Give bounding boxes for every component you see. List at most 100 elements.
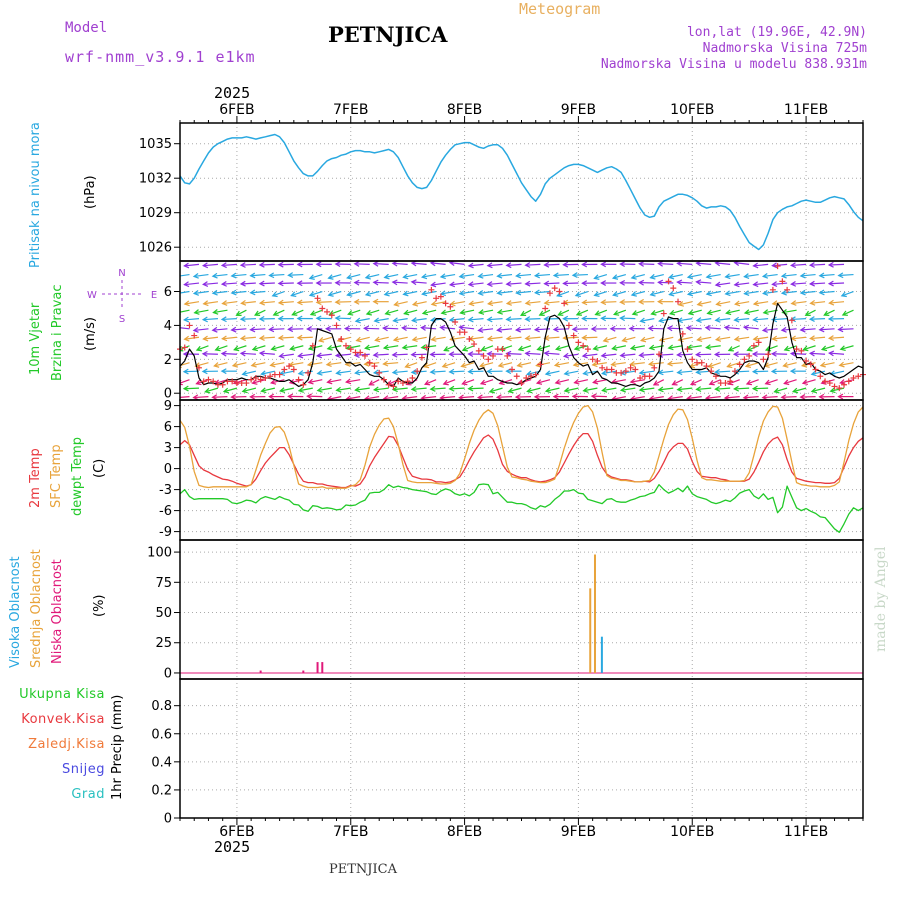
wind-arrow-7-116 — [724, 326, 740, 330]
wind-arrow-3-20 — [272, 290, 285, 297]
wind-gust-point-65 — [485, 356, 492, 363]
wind-arrow-2-128 — [772, 282, 788, 286]
wind-arrow-14-128 — [774, 387, 788, 393]
precip-freezing-label: Zaledj.Kisa — [28, 737, 105, 752]
wind-arrow-head-14-104 — [657, 386, 664, 393]
wind-arrow-2-72 — [506, 282, 522, 285]
wind-arrow-head-5-32 — [328, 310, 335, 316]
wind-gust-point-39 — [361, 352, 368, 359]
wind-arrow-2-136 — [810, 282, 826, 285]
wind-gust-point-38 — [357, 349, 364, 356]
wind-arrow-5-24 — [292, 309, 304, 316]
wind-arrow-head-12-72 — [505, 368, 512, 375]
wind-arrow-3-88 — [594, 290, 608, 296]
wind-arrow-9-92 — [612, 345, 626, 350]
wind-arrow-5-108 — [688, 309, 702, 315]
wind-arrow-head-7-128 — [780, 326, 787, 333]
wind-arrow-head-2-80 — [543, 280, 550, 287]
wind-gust-point-103 — [665, 278, 672, 285]
wind-arrow-14-72 — [508, 387, 522, 393]
wind-arrow-head-10-116 — [713, 351, 720, 358]
wind-arrow-head-8-116 — [714, 336, 722, 342]
wind-arrow-head-3-128 — [780, 289, 787, 296]
wind-arrow-head-2-0 — [166, 282, 171, 287]
wind-arrow-head-14-76 — [526, 387, 533, 394]
wind-arrow-head-13-48 — [405, 380, 412, 386]
wind-arrow-head-9-32 — [326, 344, 333, 351]
wind-arrow-9-124 — [765, 345, 778, 351]
wind-gust-point-27 — [305, 369, 312, 376]
wind-arrow-head-12-116 — [714, 368, 721, 375]
wind-gust-point-68 — [499, 346, 506, 353]
wind-arrow-head-3-48 — [402, 290, 409, 297]
wind-arrow-head-14-60 — [448, 385, 455, 392]
wind-arrow-9-84 — [574, 345, 589, 350]
wind-arrow-2-80 — [544, 282, 560, 285]
wind-gust-point-48 — [404, 378, 411, 385]
wind-arrow-head-7-44 — [382, 325, 389, 332]
wind-arrow-head-9-48 — [401, 344, 408, 351]
wind-arrow-head-14-80 — [544, 387, 552, 394]
wind-arrow-head-10-108 — [676, 351, 683, 358]
wind-arrow-head-2-16 — [239, 280, 246, 287]
wind-arrow-head-8-108 — [677, 336, 684, 343]
wind-arrow-3-100 — [650, 290, 664, 296]
wind-arrow-head-4-68 — [487, 300, 494, 307]
wind-arrow-6-124 — [753, 318, 769, 321]
wind-arrow-head-2-72 — [505, 280, 512, 287]
wind-arrow-head-14-8 — [204, 387, 211, 394]
wind-arrow-13-52 — [424, 379, 437, 385]
wind-arrow-9-28 — [308, 345, 323, 350]
pressure-line — [179, 133, 864, 251]
wind-arrow-14-0 — [180, 388, 181, 389]
wind-arrow-4-92 — [601, 301, 617, 303]
wind-gust-point-99 — [646, 373, 653, 380]
wind-arrow-head-10-132 — [789, 350, 796, 357]
wind-gust-point-22 — [281, 366, 288, 373]
wind-arrow-11-72 — [517, 362, 532, 367]
wind-gust-point-59 — [456, 329, 463, 336]
wind-gust-point-7 — [210, 378, 217, 385]
wind-gust-point-23 — [286, 363, 293, 370]
wind-arrow-head-12-12 — [220, 368, 227, 375]
wind-arrow-head-15-68 — [495, 394, 502, 400]
wind-gust-point-109 — [693, 359, 700, 366]
wind-arrow-head-3-96 — [630, 291, 637, 297]
wind-arrow-head-12-88 — [582, 370, 589, 376]
wind-arrow-2-132 — [791, 282, 807, 285]
wind-gust-point-5 — [200, 378, 207, 385]
wind-arrow-head-14-112 — [695, 386, 702, 392]
wind-arrow-head-14-28 — [297, 387, 304, 393]
wind-arrow-8-48 — [393, 336, 408, 341]
wind-arrow-11-104 — [667, 362, 683, 365]
wind-arrow-2-12 — [222, 282, 237, 285]
wind-arrow-10-16 — [240, 352, 256, 355]
wind-arrow-head-7-92 — [609, 325, 616, 332]
wind-arrow-head-5-80 — [557, 310, 564, 316]
grid-layer — [180, 123, 863, 819]
wind-arrow-11-8 — [214, 362, 228, 367]
wind-gust-point-123 — [760, 356, 767, 363]
wind-gust-point-135 — [817, 373, 824, 380]
wind-arrow-head-7-20 — [268, 326, 275, 333]
wind-arrow-head-3-136 — [818, 289, 825, 296]
wind-arrow-head-13-128 — [783, 379, 790, 386]
wind-arrow-head-6-104 — [658, 317, 665, 324]
wind-arrow-10-88 — [582, 353, 598, 357]
wind-arrow-head-13-92 — [610, 378, 617, 385]
wind-arrow-head-3-40 — [364, 290, 372, 297]
wind-arrow-7-12 — [231, 328, 247, 331]
wind-arrow-head-13-108 — [689, 380, 697, 386]
wind-arrow-head-9-12 — [233, 345, 240, 352]
wind-arrow-head-11-8 — [213, 362, 220, 368]
wind-arrow-head-11-72 — [516, 362, 523, 368]
wind-arrow-head-0-112 — [695, 261, 702, 267]
wind-arrow-14-52 — [411, 387, 427, 391]
panel-frame-3 — [179, 539, 864, 680]
wind-arrow-6-72 — [506, 318, 522, 321]
wind-gust-point-76 — [537, 361, 544, 368]
wind-arrow-14-120 — [734, 387, 750, 390]
wind-arrow-13-108 — [690, 379, 702, 385]
compass-W: W — [87, 290, 97, 301]
wind-arrow-3-120 — [744, 290, 759, 295]
